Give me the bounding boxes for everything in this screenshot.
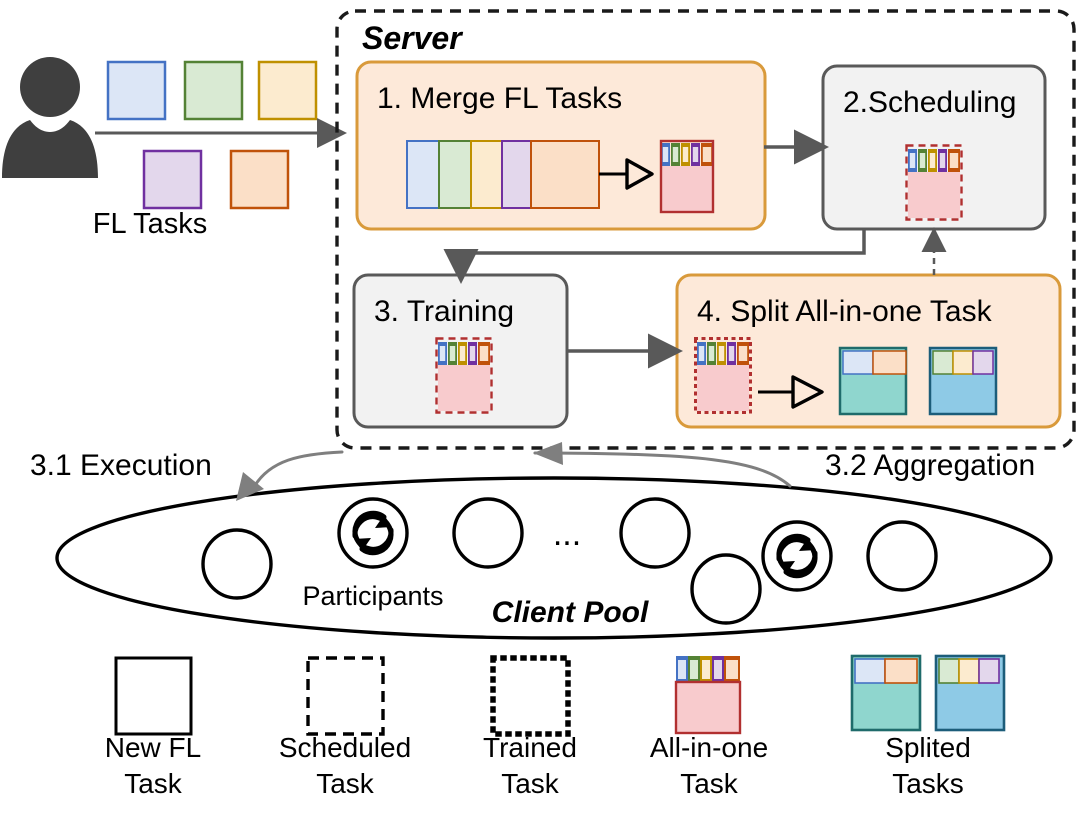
svg-text:Scheduled: Scheduled bbox=[279, 732, 411, 763]
svg-text:Task: Task bbox=[680, 768, 739, 799]
svg-text:Trained: Trained bbox=[483, 732, 577, 763]
svg-text:Task: Task bbox=[501, 768, 560, 799]
svg-text:Server: Server bbox=[362, 20, 463, 56]
svg-text:Tasks: Tasks bbox=[892, 768, 964, 799]
svg-text:New FL: New FL bbox=[105, 732, 201, 763]
svg-text:4. Split All-in-one Task: 4. Split All-in-one Task bbox=[697, 295, 993, 328]
svg-text:...: ... bbox=[553, 515, 581, 553]
svg-text:3. Training: 3. Training bbox=[374, 295, 514, 328]
svg-text:Participants: Participants bbox=[302, 581, 443, 611]
svg-text:Client Pool: Client Pool bbox=[492, 596, 649, 629]
svg-text:2.Scheduling: 2.Scheduling bbox=[843, 86, 1016, 119]
svg-text:Task: Task bbox=[316, 768, 375, 799]
svg-text:FL Tasks: FL Tasks bbox=[93, 208, 207, 240]
svg-text:Task: Task bbox=[124, 768, 183, 799]
svg-text:3.2 Aggregation: 3.2 Aggregation bbox=[825, 449, 1035, 482]
svg-text:3.1 Execution: 3.1 Execution bbox=[30, 449, 212, 482]
svg-text:1. Merge FL Tasks: 1. Merge FL Tasks bbox=[377, 82, 622, 115]
svg-text:Splited: Splited bbox=[885, 732, 971, 763]
svg-text:All-in-one: All-in-one bbox=[650, 732, 768, 763]
